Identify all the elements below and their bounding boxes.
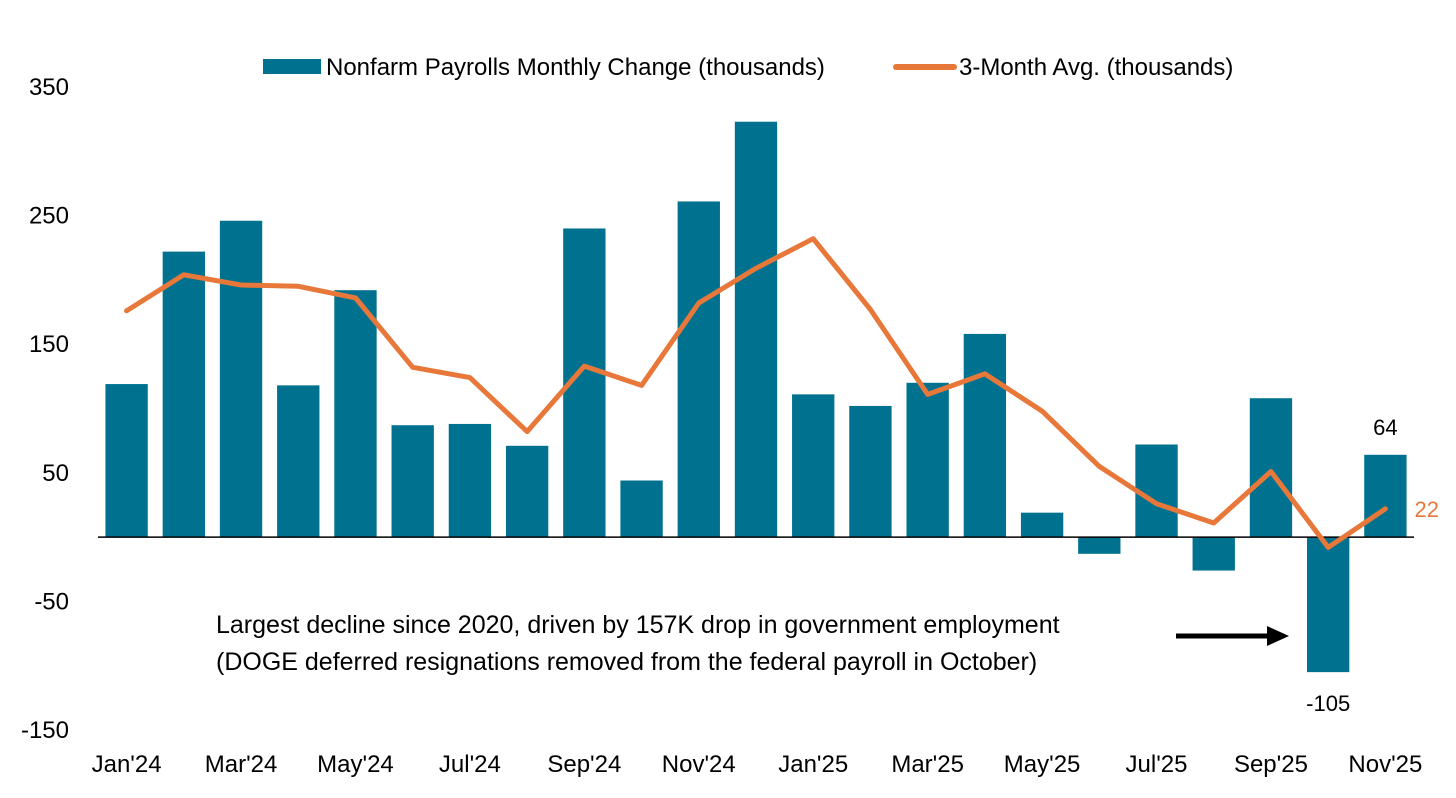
bar-feb25 xyxy=(849,405,892,538)
x-tick-label: Jul'25 xyxy=(1126,751,1188,778)
x-tick-label: Nov'24 xyxy=(662,751,736,778)
bar-jun24 xyxy=(391,425,434,538)
bar-nov25 xyxy=(1364,454,1407,538)
x-axis: Jan'24 Mar'24 May'24 Jul'24 Sep'24 Nov'24 Jan'… xyxy=(92,751,1423,778)
data-labels: 64 -105 22 xyxy=(1306,415,1439,716)
bar-jan25 xyxy=(792,394,835,538)
y-tick-label: -50 xyxy=(34,588,69,615)
x-tick-label: Sep'24 xyxy=(547,751,621,778)
x-tick-label: Mar'24 xyxy=(205,751,278,778)
bar-jan24 xyxy=(105,384,148,538)
bar-aug25 xyxy=(1192,537,1235,571)
bar-series xyxy=(105,121,1407,673)
bar-mar25 xyxy=(906,382,949,538)
legend-line-label: 3-Month Avg. (thousands) xyxy=(959,54,1233,81)
annotation-arrow xyxy=(1176,626,1290,646)
bar-jun25 xyxy=(1078,537,1121,554)
y-axis: 350 250 150 50 -50 -150 xyxy=(21,74,69,744)
avg-line-series xyxy=(124,236,1388,550)
x-tick-label: May'25 xyxy=(1004,751,1081,778)
y-tick-label: 150 xyxy=(29,331,69,358)
bar-apr24 xyxy=(277,385,320,538)
arrow-head xyxy=(1267,626,1290,646)
data-label-bar: -105 xyxy=(1306,691,1350,716)
legend-bar-label: Nonfarm Payrolls Monthly Change (thousan… xyxy=(326,54,825,81)
legend-bar-swatch xyxy=(263,59,321,74)
y-tick-label: 250 xyxy=(29,203,69,230)
bar-mar24 xyxy=(219,220,263,538)
bar-sep25 xyxy=(1249,398,1293,538)
x-tick-label: Mar'25 xyxy=(891,751,964,778)
y-tick-label: 350 xyxy=(29,74,69,101)
bar-aug24 xyxy=(505,445,549,538)
y-tick-label: 50 xyxy=(42,460,69,487)
x-tick-label: May'24 xyxy=(317,751,394,778)
annotation-line-2: (DOGE deferred resignations removed from… xyxy=(216,648,1037,676)
avg-line xyxy=(124,236,1388,550)
x-tick-label: Jan'24 xyxy=(92,751,162,778)
bar-oct25 xyxy=(1307,537,1350,673)
x-tick-label: Nov'25 xyxy=(1348,751,1422,778)
annotation: Largest decline since 2020, driven by 15… xyxy=(216,611,1290,676)
x-tick-label: Sep'25 xyxy=(1234,751,1308,778)
x-tick-label: Jan'25 xyxy=(778,751,848,778)
data-label-avg: 22 xyxy=(1415,497,1439,522)
legend: Nonfarm Payrolls Monthly Change (thousan… xyxy=(263,54,1233,81)
bar-may25 xyxy=(1020,512,1064,538)
annotation-line-1: Largest decline since 2020, driven by 15… xyxy=(216,611,1060,639)
x-tick-label: Jul'24 xyxy=(439,751,501,778)
bar-apr25 xyxy=(963,333,1007,538)
bar-dec24 xyxy=(734,121,778,538)
bar-jul25 xyxy=(1135,444,1178,538)
bar-nov24 xyxy=(677,201,720,538)
bar-oct24 xyxy=(620,480,663,538)
data-label-bar: 64 xyxy=(1373,415,1397,440)
bar-jul24 xyxy=(448,423,492,538)
bar-may24 xyxy=(334,290,377,538)
y-tick-label: -150 xyxy=(21,717,69,744)
bar-feb24 xyxy=(162,251,205,538)
